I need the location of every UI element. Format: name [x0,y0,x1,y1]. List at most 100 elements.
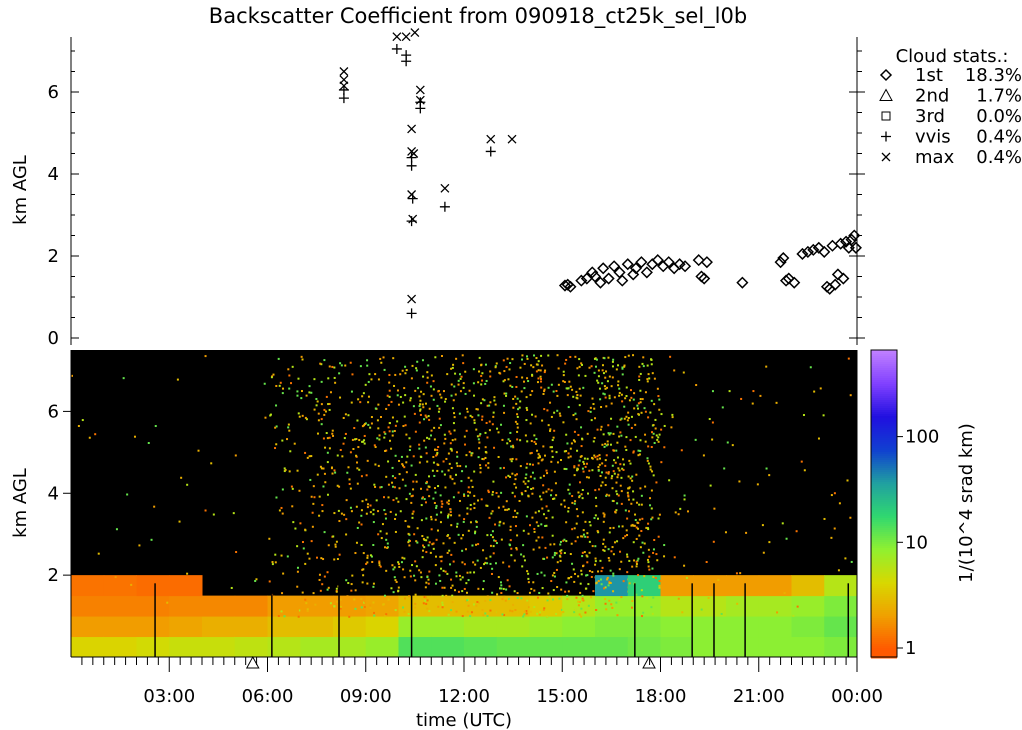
backscatter-speckle [652,424,655,427]
backscatter-speckle [453,589,456,592]
backscatter-speckle [470,611,473,614]
backscatter-speckle [316,473,319,476]
backscatter-speckle [642,365,645,368]
backscatter-speckle [454,393,457,396]
backscatter-speckle [287,368,290,371]
heatmap-cell [824,595,858,617]
backscatter-speckle [543,574,546,577]
backscatter-speckle [599,428,602,431]
backscatter-speckle [668,479,671,482]
backscatter-speckle [513,590,516,593]
backscatter-speckle [605,454,608,457]
backscatter-speckle [629,389,632,392]
backscatter-speckle [489,609,492,612]
backscatter-speckle [765,467,768,470]
backscatter-speckle [610,603,613,606]
backscatter-speckle [327,586,330,589]
backscatter-speckle [204,509,207,512]
backscatter-speckle [383,496,386,499]
backscatter-speckle [781,522,784,525]
backscatter-speckle [609,527,612,530]
backscatter-speckle [487,489,490,492]
backscatter-speckle [474,530,477,533]
colorbar-segment [871,402,897,405]
backscatter-speckle [350,589,353,592]
backscatter-speckle [114,576,117,579]
backscatter-speckle [271,563,274,566]
backscatter-speckle [610,417,613,420]
backscatter-speckle [623,364,626,367]
backscatter-speckle [542,608,545,611]
backscatter-speckle [653,538,656,541]
cloud-base-1st-point [662,256,675,269]
backscatter-speckle [582,386,585,389]
backscatter-speckle [494,403,497,406]
backscatter-speckle [516,596,519,599]
backscatter-speckle [500,584,503,587]
backscatter-speckle [450,367,453,370]
backscatter-speckle [382,603,385,606]
backscatter-speckle [386,394,389,397]
backscatter-speckle [271,561,274,564]
backscatter-speckle [588,469,591,472]
backscatter-speckle [439,393,442,396]
colorbar-segment [871,564,897,567]
backscatter-speckle [617,473,620,476]
backscatter-speckle [516,534,519,537]
heatmap-cell [627,595,661,617]
backscatter-speckle [566,442,569,445]
colorbar-segment [871,464,897,467]
backscatter-speckle [604,396,607,399]
colorbar-segment [871,430,897,433]
backscatter-speckle [418,405,421,408]
backscatter-speckle [527,581,530,584]
backscatter-speckle [605,370,608,373]
backscatter-speckle [360,509,363,512]
heatmap-cell [627,616,661,638]
cloud-base-1st-point [840,235,853,248]
backscatter-speckle [756,483,759,486]
backscatter-speckle [425,480,428,483]
backscatter-speckle [637,402,640,405]
backscatter-speckle [593,371,596,374]
colorbar-segment [871,496,897,499]
colorbar-segment [871,618,897,621]
backscatter-speckle [573,440,576,443]
backscatter-speckle [436,451,439,454]
backscatter-speckle [197,449,200,452]
cloud-base-vvis-point [401,56,412,67]
backscatter-speckle [625,529,628,532]
backscatter-speckle [846,479,849,482]
backscatter-speckle [601,481,604,484]
backscatter-speckle [619,463,622,466]
backscatter-speckle [315,397,318,400]
backscatter-speckle [634,423,637,426]
backscatter-speckle [616,425,619,428]
legend-triangle-icon [879,88,893,101]
colorbar-tick-label: 10 [905,532,928,553]
backscatter-speckle [423,418,426,421]
backscatter-speckle [468,491,471,494]
backscatter-speckle [566,598,569,601]
backscatter-speckle [525,406,528,409]
backscatter-speckle [420,504,423,507]
backscatter-speckle [601,369,604,372]
backscatter-speckle [482,614,485,617]
backscatter-speckle [452,363,455,366]
backscatter-speckle [465,582,468,585]
backscatter-speckle [651,516,654,519]
backscatter-speckle [377,533,380,536]
backscatter-speckle [849,394,852,397]
colorbar-segment [871,460,897,463]
backscatter-speckle [477,381,480,384]
backscatter-speckle [658,584,661,587]
backscatter-speckle [212,513,215,516]
backscatter-speckle [482,458,485,461]
backscatter-speckle [645,526,648,529]
backscatter-speckle [776,611,779,614]
backscatter-speckle [437,605,440,608]
backscatter-speckle [567,488,570,491]
backscatter-speckle [640,529,643,532]
colorbar-segment [871,610,897,613]
backscatter-speckle [481,609,484,612]
